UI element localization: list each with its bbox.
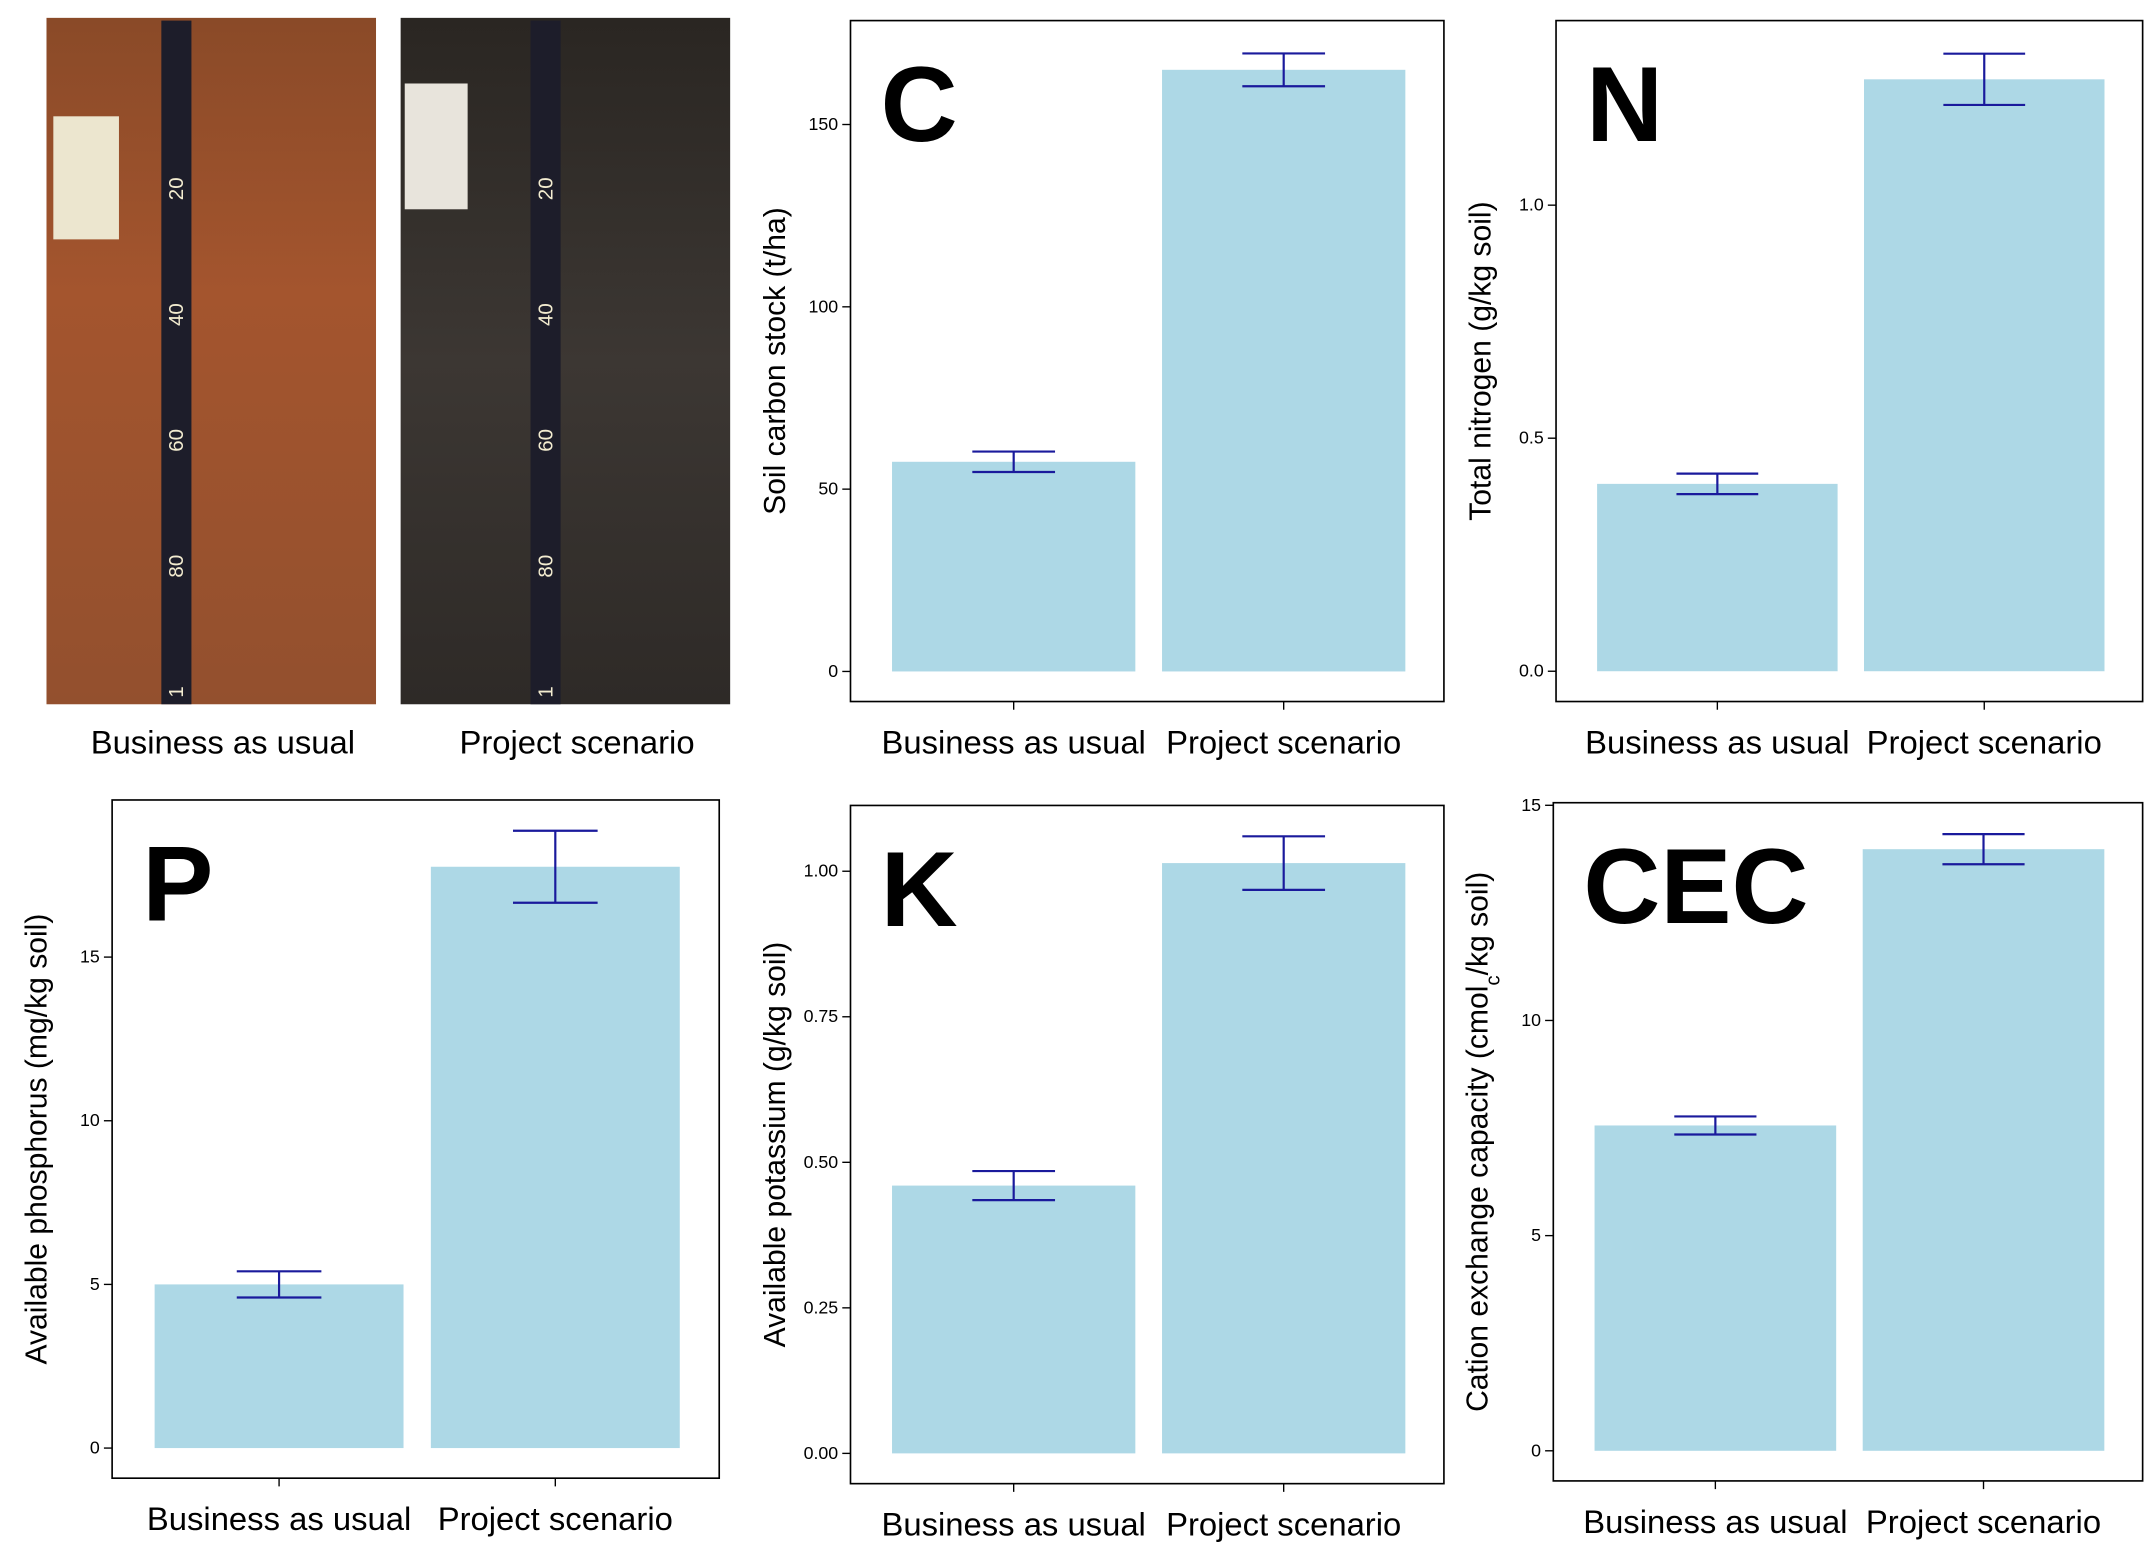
y-tick-label: 0	[90, 1438, 100, 1458]
y-tick-label: 0.0	[1519, 661, 1544, 681]
x-tick-label: Business as usual	[882, 1506, 1146, 1543]
ruler	[161, 21, 191, 705]
ruler-label: 1	[165, 686, 188, 697]
y-tick-label: 15	[1521, 795, 1541, 815]
y-tick-label: 0.75	[804, 1006, 839, 1026]
y-axis-label: Cation exchange capacity (cmolc/kg soil)	[1462, 872, 1505, 1412]
ruler-label: 20	[534, 177, 557, 200]
x-tick-label: Business as usual	[882, 723, 1146, 760]
color-card	[405, 83, 468, 209]
panel-letter: CEC	[1583, 826, 1808, 946]
ruler-label: 40	[534, 303, 557, 326]
x-tick-label: Project scenario	[1166, 1506, 1401, 1543]
bar	[1863, 849, 2105, 1451]
y-axis-label: Soil carbon stock (t/ha)	[759, 207, 792, 515]
page: {"photos":[{"label":"Business as usual",…	[0, 0, 2144, 1548]
y-axis-label-part: c	[1481, 975, 1504, 985]
bar	[1162, 70, 1405, 672]
bar	[1597, 484, 1838, 671]
y-axis-label-part: Cation exchange capacity (cmol	[1462, 986, 1495, 1412]
photo-caption: Project scenario	[459, 723, 694, 760]
y-tick-label: 100	[809, 296, 839, 316]
ruler-label: 1	[534, 686, 557, 697]
x-tick-label: Business as usual	[1583, 1503, 1847, 1540]
ruler-label: 80	[165, 555, 188, 578]
y-tick-label: 0.00	[804, 1443, 839, 1463]
x-tick-label: Business as usual	[1585, 723, 1849, 760]
y-axis-label: Available phosphorus (mg/kg soil)	[20, 914, 53, 1365]
x-tick-label: Project scenario	[1866, 1503, 2101, 1540]
bar	[1162, 863, 1405, 1453]
panel-letter: C	[881, 44, 958, 164]
bar	[155, 1284, 404, 1448]
x-tick-label: Project scenario	[1867, 723, 2102, 760]
y-tick-label: 10	[80, 1110, 100, 1130]
panel-letter: P	[142, 823, 213, 943]
bar	[892, 1186, 1135, 1454]
bar	[431, 867, 680, 1448]
photo-caption: Business as usual	[91, 723, 355, 760]
panel-letter: N	[1586, 44, 1663, 164]
y-tick-label: 1.00	[804, 861, 839, 881]
ruler	[531, 21, 561, 705]
ruler-label: 40	[165, 303, 188, 326]
y-tick-label: 0.50	[804, 1152, 839, 1172]
y-axis-label-part: /kg soil)	[1462, 872, 1495, 976]
color-card	[53, 116, 119, 239]
y-axis-label: Total nitrogen (g/kg soil)	[1464, 201, 1497, 520]
x-tick-label: Project scenario	[438, 1500, 673, 1537]
bar	[1595, 1125, 1837, 1450]
ruler-label: 60	[165, 429, 188, 452]
y-tick-label: 0.25	[804, 1297, 839, 1317]
y-axis-label: Available potassium (g/kg soil)	[759, 942, 792, 1348]
x-tick-label: Business as usual	[147, 1500, 411, 1537]
y-tick-label: 15	[80, 947, 100, 967]
y-tick-label: 0.5	[1519, 428, 1544, 448]
y-tick-label: 150	[809, 114, 839, 134]
y-tick-label: 10	[1521, 1010, 1541, 1030]
y-tick-label: 1.0	[1519, 195, 1544, 215]
ruler-label: 20	[165, 177, 188, 200]
ruler-label: 80	[534, 555, 557, 578]
y-tick-label: 5	[90, 1274, 100, 1294]
y-tick-label: 0	[828, 661, 838, 681]
bar	[1864, 79, 2105, 671]
y-tick-label: 0	[1531, 1440, 1541, 1460]
bar	[892, 462, 1135, 672]
y-tick-label: 5	[1531, 1225, 1541, 1245]
ruler-label: 60	[534, 429, 557, 452]
y-tick-label: 50	[818, 479, 838, 499]
panel-letter: K	[881, 829, 958, 949]
x-tick-label: Project scenario	[1166, 723, 1401, 760]
figure: Business as usual 20 40 60 80 1 Project scenar…	[0, 0, 2144, 1548]
